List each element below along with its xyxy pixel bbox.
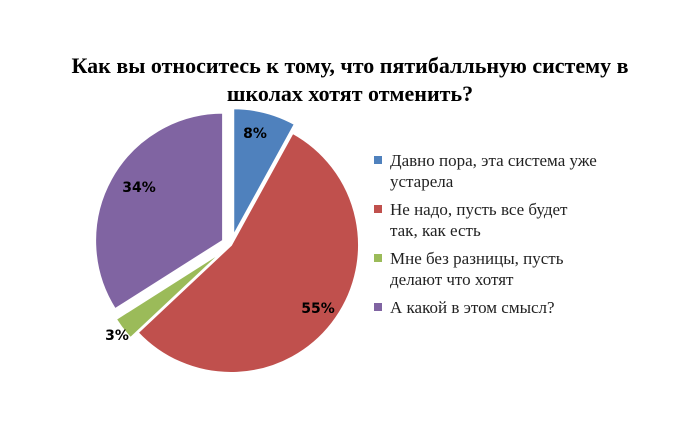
pie-value-labels: 8% 55% 3% 34%: [105, 126, 335, 344]
legend-swatch-4: [374, 303, 382, 311]
chart-title-line-1: Как вы относитесь к тому, что пятибалльн…: [71, 53, 629, 78]
legend-label-2-line-2: так, как есть: [390, 221, 481, 240]
pie-value-label-4: 34%: [122, 180, 156, 196]
pie-slice-1: [232, 107, 297, 237]
legend: Давно пора, эта система уже устарела Не …: [374, 150, 674, 325]
chart-title: Как вы относитесь к тому, что пятибалльн…: [40, 52, 660, 108]
legend-label-1-line-2: устарела: [390, 172, 454, 191]
legend-label-4-line-1: А какой в этом смысл?: [390, 298, 555, 317]
pie-slice-3: [114, 249, 225, 340]
pie-value-label-2: 55%: [301, 301, 335, 317]
legend-label-3-line-1: Мне без разницы, пусть: [390, 249, 564, 268]
legend-swatch-2: [374, 205, 382, 213]
legend-swatch-3: [374, 254, 382, 262]
legend-item-4: А какой в этом смысл?: [374, 297, 674, 318]
pie-value-label-1: 8%: [243, 126, 267, 142]
chart-title-line-2: школах хотят отменить?: [226, 81, 474, 106]
pie-value-label-3: 3%: [105, 328, 129, 344]
pie-slice-2: [136, 131, 360, 374]
legend-label-3-line-2: делают что хотят: [390, 270, 514, 289]
legend-item-2: Не надо, пусть все будет так, как есть: [374, 199, 674, 241]
legend-item-1: Давно пора, эта система уже устарела: [374, 150, 674, 192]
legend-label-2-line-1: Не надо, пусть все будет: [390, 200, 568, 219]
legend-swatch-1: [374, 156, 382, 164]
legend-item-3: Мне без разницы, пусть делают что хотят: [374, 248, 674, 290]
pie-slice-4: [94, 111, 225, 311]
pie-slices: [94, 107, 360, 374]
legend-label-1-line-1: Давно пора, эта система уже: [390, 151, 597, 170]
